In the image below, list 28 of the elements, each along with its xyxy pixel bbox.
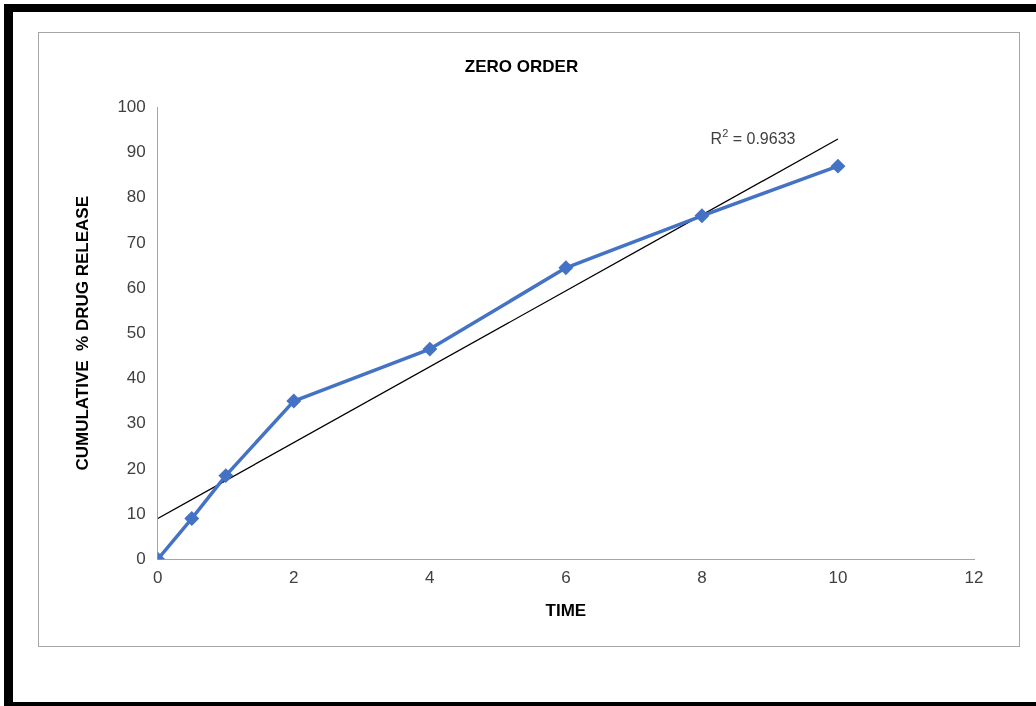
y-tick-label: 80 — [126, 187, 146, 207]
point — [423, 342, 437, 356]
x-tick-label: 0 — [153, 568, 163, 588]
y-tick-label: 40 — [126, 368, 146, 388]
y-tick-label: 10 — [126, 503, 146, 523]
point — [185, 511, 199, 526]
x-tick-label: 6 — [561, 568, 571, 588]
point — [831, 159, 845, 173]
point — [559, 261, 573, 275]
point — [695, 209, 709, 223]
point — [219, 468, 233, 483]
y-tick-label: 30 — [126, 413, 146, 433]
x-tick-label: 12 — [964, 568, 984, 588]
y-tick-label: 60 — [126, 277, 146, 297]
y-tick-label: 90 — [126, 142, 146, 162]
point — [287, 394, 301, 408]
y-tick-label: 50 — [126, 322, 146, 342]
y-tick-label: 0 — [136, 548, 146, 568]
x-tick-label: 10 — [828, 568, 848, 588]
y-tick-label: 70 — [126, 232, 146, 252]
x-tick-label: 8 — [697, 568, 707, 588]
y-axis-title: CUMULATIVE % DRUG RELEASE — [72, 196, 92, 471]
y-tick-label: 20 — [126, 458, 146, 478]
x-tick-label: 2 — [289, 568, 299, 588]
x-tick-label: 4 — [425, 568, 435, 588]
y-tick-label: 100 — [117, 97, 146, 117]
chart-title: ZERO ORDER — [464, 56, 579, 76]
x-axis-title: TIME — [545, 601, 587, 621]
